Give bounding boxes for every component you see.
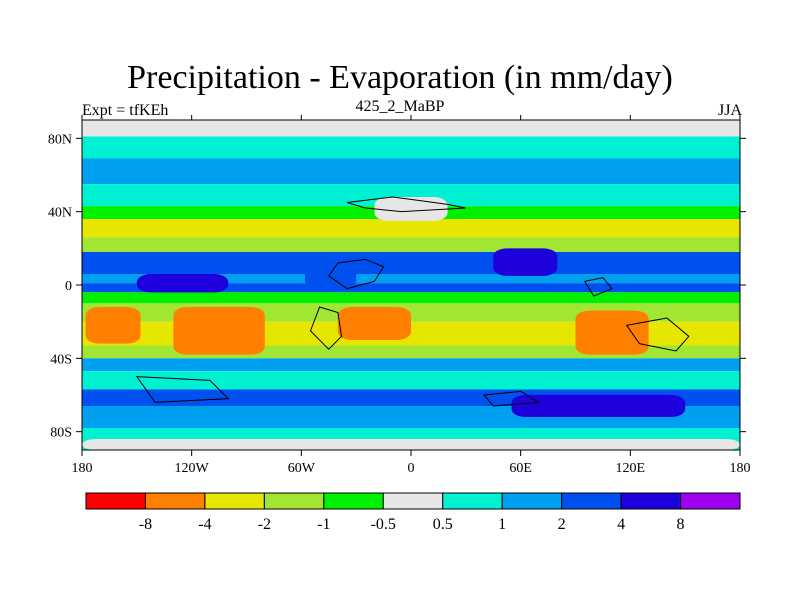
y-tick-label: 40N xyxy=(48,206,72,221)
x-tick-label: 60E xyxy=(509,461,532,476)
field-patch xyxy=(304,263,357,289)
x-tick-label: 60W xyxy=(288,461,316,476)
field-patch xyxy=(173,307,265,355)
coastline xyxy=(135,376,230,403)
field-band xyxy=(82,219,740,238)
colorbar-swatch xyxy=(501,492,563,510)
coastline xyxy=(625,317,690,352)
colorbar-swatch xyxy=(680,492,741,510)
season-label: JJA xyxy=(717,102,742,119)
field-band xyxy=(82,292,740,304)
x-tick-label: 120E xyxy=(616,461,646,476)
colorbar-swatch xyxy=(561,492,622,510)
colorbar-swatch xyxy=(323,492,384,510)
colorbar-label: -0.5 xyxy=(371,516,396,533)
field-band xyxy=(82,283,740,293)
colorbar-label: -2 xyxy=(258,516,271,533)
field-band xyxy=(82,184,740,207)
field-band xyxy=(82,371,740,390)
colorbar-label: 4 xyxy=(617,516,625,533)
field-band xyxy=(82,120,740,137)
field-patch xyxy=(136,274,229,293)
colorbar-label: 8 xyxy=(677,516,685,533)
colorbar-swatch xyxy=(442,492,503,510)
y-tick-label: 0 xyxy=(65,279,72,294)
colorbar: -8 -4 -2 -1 -0.5 0.5 1 2 4 8 xyxy=(85,492,741,533)
field-band xyxy=(82,358,740,372)
run-label: 425_2_MaBP xyxy=(355,98,445,115)
colorbar-label: 2 xyxy=(558,516,566,533)
field-band xyxy=(82,136,740,159)
chart-title: Precipitation - Evaporation (in mm/day) xyxy=(127,59,673,96)
coastline xyxy=(483,390,541,407)
field-patch xyxy=(493,248,558,276)
coastline xyxy=(328,258,385,290)
colorbar-label: 1 xyxy=(498,516,506,533)
x-tick-label: 180 xyxy=(72,461,93,476)
y-tick-label: 80S xyxy=(50,426,72,441)
map-field xyxy=(82,120,740,450)
field-band xyxy=(82,237,740,252)
experiment-label: Expt = tfKEh xyxy=(82,102,169,119)
colorbar-swatch xyxy=(263,492,325,510)
field-band xyxy=(82,252,740,274)
y-tick-label: 80N xyxy=(48,132,72,147)
y-tick-label: 40S xyxy=(50,352,72,367)
coastline xyxy=(346,196,466,213)
colorbar-label: 0.5 xyxy=(433,516,453,533)
field-patch xyxy=(575,310,649,355)
colorbar-swatch xyxy=(144,492,206,510)
coastline xyxy=(309,306,343,350)
coastline xyxy=(583,277,613,297)
x-tick-label: 0 xyxy=(408,461,415,476)
field-patch xyxy=(82,439,740,450)
field-band xyxy=(82,158,740,185)
colorbar-swatch xyxy=(620,492,682,510)
field-patch xyxy=(511,395,686,417)
colorbar-swatch xyxy=(382,492,444,510)
colorbar-label: -8 xyxy=(139,516,152,533)
colorbar-label: -4 xyxy=(198,516,211,533)
field-patch xyxy=(85,307,141,344)
field-patch xyxy=(374,197,448,221)
colorbar-swatch xyxy=(85,492,146,510)
x-tick-label: 180 xyxy=(730,461,751,476)
colorbar-label: -1 xyxy=(317,516,330,533)
coastline-layer xyxy=(135,196,690,407)
colorbar-swatch xyxy=(204,492,265,510)
x-tick-label: 120W xyxy=(175,461,210,476)
field-patch xyxy=(337,307,411,340)
axes: 180 120W 60W 0 60E 120E 180 80N 40N 0 40S 80S xyxy=(48,115,751,476)
field-band xyxy=(82,274,740,284)
